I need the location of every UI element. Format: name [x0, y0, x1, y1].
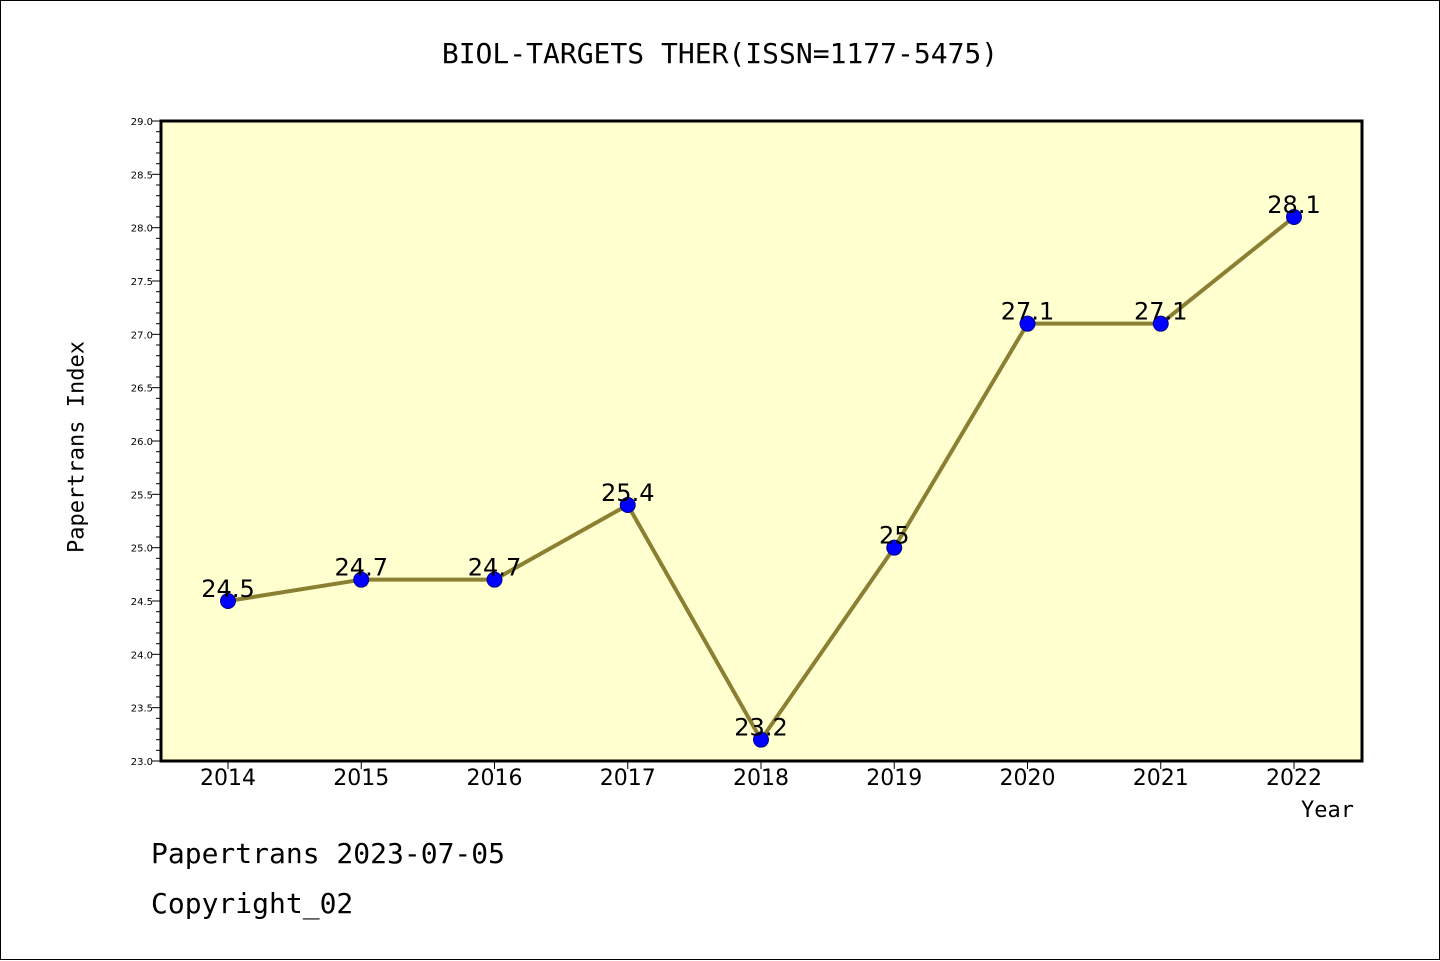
footer-copyright: Copyright_02: [151, 887, 354, 920]
x-tick-label: 2021: [1133, 766, 1189, 791]
y-tick-label: 28.0: [131, 224, 153, 235]
y-tick-label: 27.0: [131, 330, 153, 341]
chart-title: BIOL-TARGETS THER(ISSN=1177-5475): [441, 37, 999, 70]
data-label: 23.2: [734, 714, 787, 742]
plot-border: [159, 119, 1364, 763]
data-label: 28.1: [1267, 191, 1320, 219]
x-tick-label: 2017: [600, 766, 656, 791]
y-tick-label: 26.5: [131, 384, 153, 395]
x-tick-label: 2022: [1266, 766, 1322, 791]
y-tick-label: 25.0: [131, 544, 153, 555]
data-point: [1019, 315, 1036, 332]
data-point: [1152, 315, 1169, 332]
y-tick-label: 23.0: [131, 757, 153, 768]
y-tick-label: 28.5: [131, 170, 153, 181]
y-tick-label: 23.5: [131, 704, 153, 715]
data-point: [619, 497, 636, 513]
data-label: 24.5: [201, 575, 254, 603]
data-label: 27.1: [1001, 298, 1054, 326]
footer-date: Papertrans 2023-07-05: [151, 837, 506, 870]
x-tick-label: 2020: [1000, 766, 1056, 791]
x-tick-label: 2018: [733, 766, 789, 791]
plot-area: [161, 121, 1362, 761]
data-label: 24.7: [468, 554, 521, 582]
x-axis-label: Year: [1301, 798, 1354, 823]
data-point: [753, 731, 769, 748]
data-point: [1286, 209, 1302, 225]
x-tick-label: 2016: [467, 766, 523, 791]
y-tick-label: 24.5: [131, 597, 153, 608]
data-point: [220, 593, 236, 609]
data-label: 25.4: [601, 479, 654, 507]
y-tick-label: 26.0: [131, 437, 153, 448]
y-tick-label: 29.0: [131, 117, 153, 128]
x-tick-label: 2015: [333, 766, 389, 791]
y-tick-label: 27.5: [131, 277, 153, 288]
y-tick-label: 24.0: [131, 650, 153, 661]
x-tick-label: 2019: [866, 766, 922, 791]
y-tick-label: 25.5: [131, 490, 153, 501]
data-point: [353, 571, 370, 588]
data-label: 27.1: [1134, 298, 1187, 326]
x-tick-label: 2014: [200, 766, 256, 791]
data-point: [486, 571, 503, 588]
data-label: 24.7: [335, 554, 388, 582]
data-label: 25: [879, 522, 910, 550]
data-point: [886, 539, 903, 556]
